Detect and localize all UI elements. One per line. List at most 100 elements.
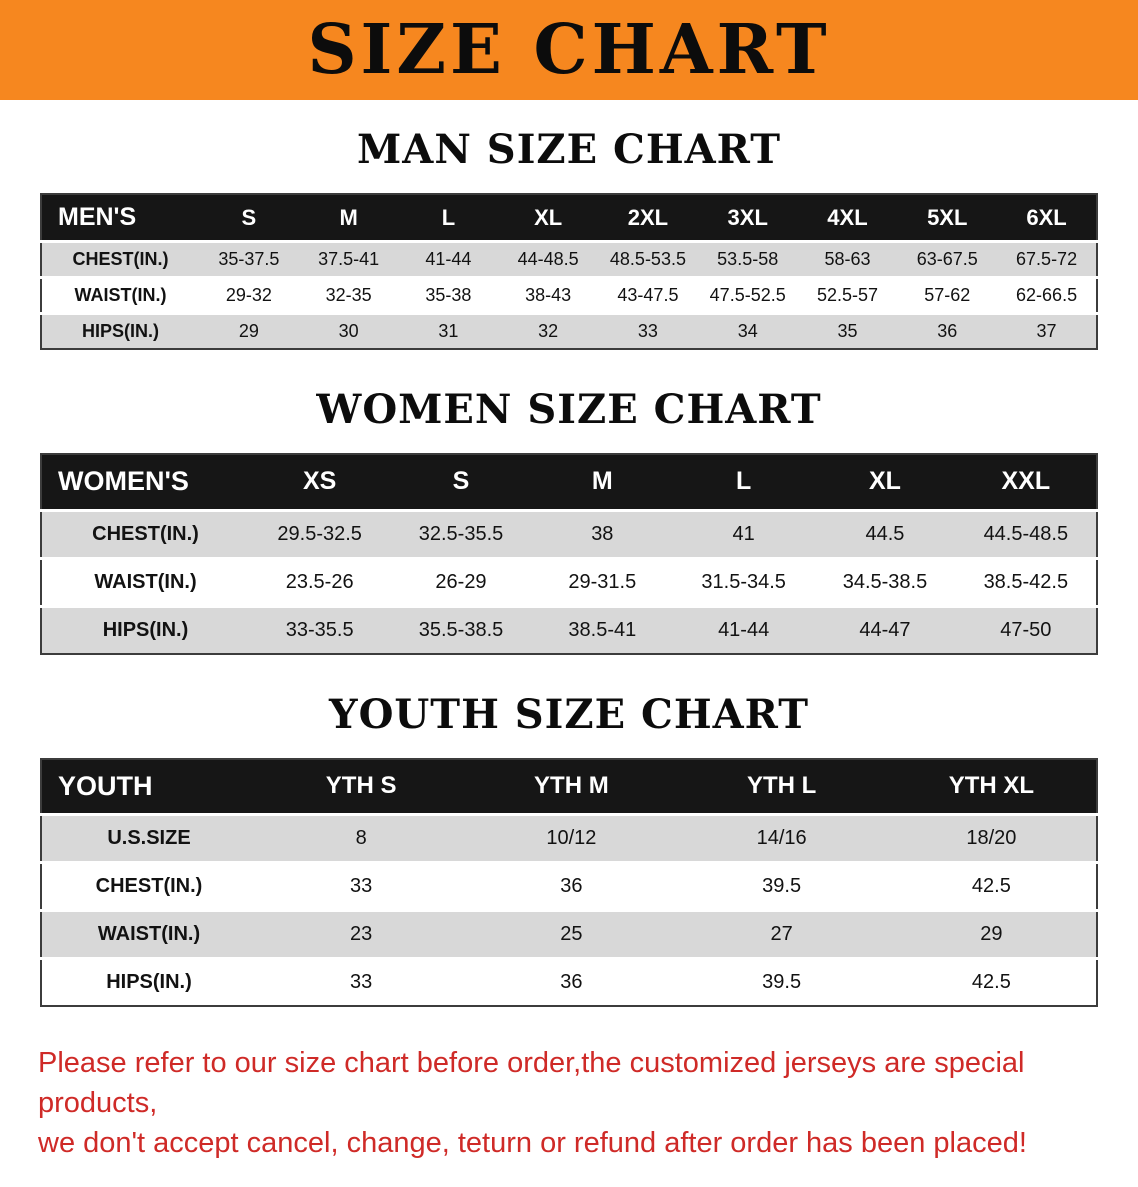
size-value-cell: 31 [438, 321, 459, 341]
men-size-table: MEN'S S M L XL 2XL 3XL 4XL 5XL 6XL CHEST(IN.) 35-37… [40, 193, 1098, 350]
size-value-cell: 36 [560, 971, 583, 993]
size-value-cell: 35.5-38.5 [418, 618, 504, 641]
size-column-header: 5XL [897, 194, 998, 242]
measurement-row: WAIST(IN.) 23 25 27 29 [41, 910, 1097, 959]
size-chart-page: SIZE CHART MAN SIZE CHART MEN'S S M L XL 2XL 3… [0, 0, 1138, 1163]
size-value-cell: 37.5-41 [318, 249, 380, 269]
size-value-cell: 48.5-53.5 [609, 249, 686, 269]
size-value-cell: 32.5-35.5 [418, 522, 504, 545]
size-value-cell: 26-29 [435, 570, 487, 593]
size-column-header: YTH M [466, 758, 677, 815]
youth-size-table: YOUTH YTH S YTH M YTH L YTH XL U.S.SIZE 8 10/12… [40, 757, 1098, 1007]
disclaimer: Please refer to our size chart before or… [38, 1043, 1100, 1163]
size-column-header: M [298, 194, 399, 242]
size-column-header: 2XL [598, 194, 698, 242]
size-column-header: XL [814, 454, 956, 510]
size-value-cell: 38.5-42.5 [983, 570, 1069, 593]
size-value-cell: 35-38 [425, 285, 472, 305]
size-value-cell: 47-50 [1000, 618, 1052, 641]
page-title: SIZE CHART [307, 10, 831, 90]
size-value-cell: 34.5-38.5 [842, 570, 928, 593]
size-column-header: M [531, 454, 673, 510]
size-value-cell: 44-47 [859, 618, 911, 641]
row-label: CHEST(IN.) [92, 522, 199, 545]
size-value-cell: 31.5-34.5 [701, 570, 786, 593]
size-value-cell: 42.5 [971, 971, 1011, 993]
table-title-cell: WOMEN'S [41, 454, 249, 510]
table-title-cell: YOUTH [41, 758, 256, 815]
header-row: YOUTH YTH S YTH M YTH L YTH XL [41, 758, 1097, 815]
measurement-row: WAIST(IN.) 29-32 32-35 35-38 38-43 43-47.5 47.… [41, 277, 1097, 314]
header-row: MEN'S S M L XL 2XL 3XL 4XL 5XL 6XL [41, 194, 1097, 242]
row-label: WAIST(IN.) [74, 285, 167, 305]
row-label: U.S.SIZE [107, 827, 191, 849]
row-label: CHEST(IN.) [72, 249, 169, 269]
size-value-cell: 53.5-58 [717, 249, 779, 269]
size-column-header: 3XL [697, 194, 798, 242]
size-value-cell: 36 [937, 321, 958, 341]
size-column-header: S [390, 454, 532, 510]
size-value-cell: 29-31.5 [568, 570, 637, 593]
size-value-cell: 10/12 [546, 827, 597, 849]
men-section-heading: MAN SIZE CHART [357, 126, 781, 173]
size-value-cell: 44.5-48.5 [983, 522, 1069, 545]
size-value-cell: 32 [538, 321, 559, 341]
section-women: WOMEN SIZE CHART WOMEN'S XS S M L XL XXL CHEST(… [0, 386, 1138, 655]
size-value-cell: 33 [350, 971, 373, 993]
size-value-cell: 38-43 [525, 285, 572, 305]
size-value-cell: 23.5-26 [285, 570, 354, 593]
size-value-cell: 14/16 [756, 827, 807, 849]
women-section-heading: WOMEN SIZE CHART [316, 386, 822, 433]
size-value-cell: 29-32 [225, 285, 272, 305]
size-value-cell: 58-63 [824, 249, 871, 269]
measurement-row: CHEST(IN.) 35-37.5 37.5-41 41-44 44-48.5 48.5… [41, 241, 1097, 278]
size-column-header: YTH XL [886, 758, 1097, 815]
size-value-cell: 32-35 [325, 285, 372, 305]
size-value-cell: 62-66.5 [1016, 285, 1078, 305]
measurement-row: WAIST(IN.) 23.5-26 26-29 29-31.5 31.5-34.5 34… [41, 558, 1097, 606]
section-youth: YOUTH SIZE CHART YOUTH YTH S YTH M YTH L YTH… [0, 690, 1138, 1007]
row-label: HIPS(IN.) [81, 321, 159, 341]
row-label: WAIST(IN.) [94, 570, 197, 593]
size-value-cell: 25 [560, 923, 583, 945]
size-value-cell: 36 [560, 875, 583, 897]
size-value-cell: 67.5-72 [1016, 249, 1078, 269]
women-size-table: WOMEN'S XS S M L XL XXL CHEST(IN.) 29.5-32.5 32.5… [40, 453, 1098, 655]
row-label: HIPS(IN.) [102, 618, 189, 641]
size-value-cell: 23 [350, 923, 373, 945]
size-column-header: YTH L [676, 758, 887, 815]
disclaimer-line-2: we don't accept cancel, change, teturn o… [38, 1127, 1027, 1160]
measurement-row: U.S.SIZE 8 10/12 14/16 18/20 [41, 814, 1097, 863]
measurement-row: HIPS(IN.) 33 36 39.5 42.5 [41, 958, 1097, 1007]
row-label: HIPS(IN.) [106, 971, 192, 993]
size-value-cell: 37 [1036, 321, 1057, 341]
size-value-cell: 8 [355, 827, 367, 849]
size-column-header: 6XL [997, 194, 1097, 242]
size-column-header: L [672, 454, 815, 510]
size-value-cell: 29 [980, 923, 1003, 945]
size-value-cell: 57-62 [924, 285, 971, 305]
size-value-cell: 39.5 [762, 971, 802, 993]
row-label: CHEST(IN.) [95, 875, 203, 897]
youth-section-heading: YOUTH SIZE CHART [329, 690, 809, 738]
measurement-row: HIPS(IN.) 29 30 31 32 33 34 35 36 37 [41, 313, 1097, 349]
size-value-cell: 29.5-32.5 [277, 522, 362, 545]
size-value-cell: 29 [238, 321, 259, 341]
size-value-cell: 34 [737, 321, 758, 341]
size-value-cell: 38 [591, 522, 614, 545]
disclaimer-line-1: Please refer to our size chart before or… [38, 1047, 1025, 1120]
size-value-cell: 63-67.5 [916, 249, 978, 269]
size-value-cell: 38.5-41 [568, 618, 637, 641]
table-title-cell: MEN'S [41, 194, 199, 242]
size-value-cell: 52.5-57 [816, 285, 878, 305]
size-value-cell: 35 [837, 321, 858, 341]
size-value-cell: 30 [338, 321, 359, 341]
measurement-row: CHEST(IN.) 33 36 39.5 42.5 [41, 862, 1097, 911]
size-value-cell: 42.5 [971, 875, 1011, 897]
size-value-cell: 18/20 [966, 827, 1017, 849]
header-row: WOMEN'S XS S M L XL XXL [41, 454, 1097, 510]
row-label: WAIST(IN.) [97, 923, 201, 945]
size-value-cell: 33 [350, 875, 373, 897]
measurement-row: HIPS(IN.) 33-35.5 35.5-38.5 38.5-41 41-44 44-… [41, 606, 1097, 654]
size-value-cell: 39.5 [762, 875, 802, 897]
